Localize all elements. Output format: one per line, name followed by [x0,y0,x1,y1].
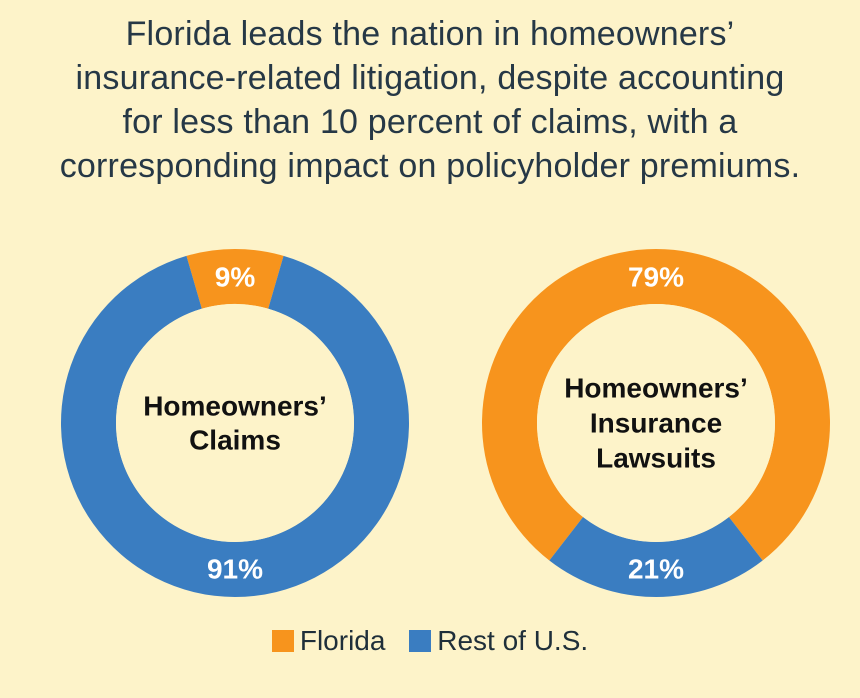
legend-item-florida: Florida [271,624,386,658]
donut-homeowners-claims: 9% 91% Homeowners’Claims [60,249,409,598]
slice-florida [481,249,830,561]
slice-rest-of-u-s [60,255,409,598]
slice-label-rest-of-u-s: 91% [207,554,263,585]
donut-hole [116,304,354,542]
legend-swatch-florida [271,630,294,652]
slice-label-rest-of-u-s: 21% [628,554,684,585]
legend: Florida Rest of U.S. [0,624,860,660]
chart-title: Florida leads the nation in homeowners’ … [20,12,840,188]
donut-hole [537,304,775,542]
slice-label-florida: 79% [628,262,684,293]
chart-title-line-2: insurance-related litigation, despite ac… [75,59,785,97]
slice-rest-of-u-s [549,517,763,597]
center-label-line-3: Lawsuits [596,443,716,474]
chart-title-line-1: Florida leads the nation in homeowners’ [125,15,735,53]
slice-florida [186,249,284,309]
center-label-line-2: Claims [189,425,281,456]
center-label-line-2: Insurance [590,408,722,439]
chart-title-line-4: corresponding impact on policyholder pre… [59,147,801,185]
chart-title-line-3: for less than 10 percent of claims, with… [122,103,738,141]
center-label-line-1: Homeowners’ [564,373,748,404]
legend-label-florida: Florida [299,625,386,656]
donut-homeowners-insurance-lawsuits: 79% 21% Homeowners’ Insurance Lawsuits [481,249,830,597]
legend-swatch-rest-of-us [409,630,432,652]
legend-item-rest-of-us: Rest of U.S. [409,624,588,658]
slice-label-florida: 9% [215,262,256,293]
center-label-line-1: Homeowners’ [143,391,327,422]
legend-label-rest-of-us: Rest of U.S. [437,625,589,656]
